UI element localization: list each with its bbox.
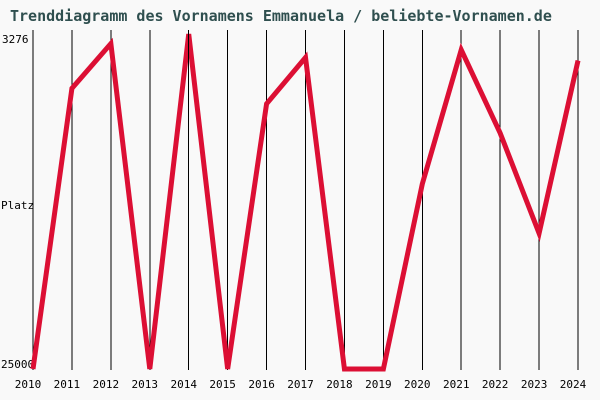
x-tick-label-2011: 2011: [54, 378, 81, 391]
trend-line-emmanuela: [30, 33, 581, 372]
x-tick-label-2012: 2012: [93, 378, 120, 391]
y-axis-max-label: 3276: [2, 33, 29, 46]
x-tick-label-2019: 2019: [365, 378, 392, 391]
x-tick-label-2022: 2022: [482, 378, 509, 391]
y-axis-title: Platz: [1, 199, 35, 212]
y-axis-min-label: 25000: [1, 358, 35, 371]
x-tick-label-2010: 2010: [15, 378, 42, 391]
x-tick-label-2015: 2015: [209, 378, 236, 391]
x-tick-label-2013: 2013: [132, 378, 159, 391]
x-tick-label-2021: 2021: [443, 378, 470, 391]
x-tick-label-2020: 2020: [404, 378, 431, 391]
x-tick-label-2024: 2024: [560, 378, 587, 391]
page-title: Trenddiagramm des Vornamens Emmanuela / …: [10, 7, 552, 25]
x-tick-label-2023: 2023: [521, 378, 548, 391]
x-tick-label-2016: 2016: [248, 378, 275, 391]
x-tick-label-2018: 2018: [326, 378, 353, 391]
x-tick-label-2017: 2017: [287, 378, 314, 391]
x-tick-label-2014: 2014: [170, 378, 197, 391]
